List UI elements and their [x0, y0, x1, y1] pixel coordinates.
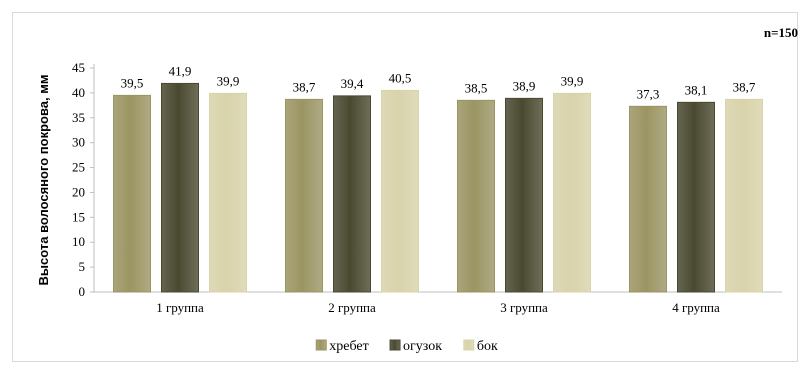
bar-бок-4	[725, 98, 763, 293]
data-label: 38,5	[465, 80, 488, 95]
x-tick-label: 4 группа	[672, 300, 720, 315]
data-label: 38,7	[733, 79, 756, 94]
y-tick-label: 30	[72, 135, 85, 150]
legend-swatch-огузок	[389, 339, 401, 351]
y-tick-label: 20	[72, 184, 85, 199]
y-tick-label: 10	[72, 234, 85, 249]
bar-хребет-2	[285, 98, 323, 293]
bar-огузок-2	[333, 95, 371, 293]
bar-бок-1	[209, 92, 247, 293]
legend-swatch-хребет	[315, 339, 327, 351]
bar-огузок-4	[677, 101, 715, 293]
y-tick-label: 25	[72, 160, 85, 175]
legend-swatch-бок	[463, 339, 475, 351]
data-label: 39,9	[561, 73, 584, 88]
data-labels: 39,5 41,9 39,9 38,7 39,4 40,5 38,5 38,9 39,9 37,3…	[121, 63, 756, 101]
x-tick-label: 3 группа	[500, 300, 548, 315]
data-label: 39,9	[217, 73, 240, 88]
bar-огузок-3	[505, 97, 543, 293]
bar-хребет-1	[113, 94, 151, 293]
axes: 0 5 10 15 20 25 30 35 40 45 1 группа 2 группа 3 груп…	[72, 60, 782, 315]
y-tick-label: 5	[79, 259, 86, 274]
bars	[113, 82, 763, 293]
data-label: 38,7	[293, 79, 316, 94]
x-tick-label: 1 группа	[156, 300, 204, 315]
y-axis-label: Высота волосяного покрова, мм	[36, 75, 51, 286]
y-tick-label: 40	[72, 85, 85, 100]
bar-бок-2	[381, 89, 419, 293]
y-tick-label: 45	[72, 60, 85, 75]
data-label: 39,5	[121, 75, 144, 90]
y-tick-label: 15	[72, 209, 85, 224]
legend-label: бок	[477, 339, 498, 354]
data-label: 41,9	[169, 63, 192, 78]
data-label: 38,1	[685, 82, 708, 97]
data-label: 40,5	[389, 70, 412, 85]
legend: хребет огузок бок	[315, 339, 498, 354]
bar-хребет-3	[457, 99, 495, 293]
y-tick-label: 35	[72, 110, 85, 125]
y-tick-label: 0	[79, 284, 86, 299]
data-label: 38,9	[513, 78, 536, 93]
bar-бок-3	[553, 92, 591, 293]
data-label: 39,4	[341, 76, 364, 91]
bar-хребет-4	[629, 105, 667, 293]
bar-огузок-1	[161, 82, 199, 293]
legend-label: хребет	[329, 339, 368, 354]
x-tick-label: 2 группа	[328, 300, 376, 315]
data-label: 37,3	[637, 86, 660, 101]
sample-size-annotation: n=150	[764, 25, 798, 40]
legend-label: огузок	[403, 339, 442, 354]
